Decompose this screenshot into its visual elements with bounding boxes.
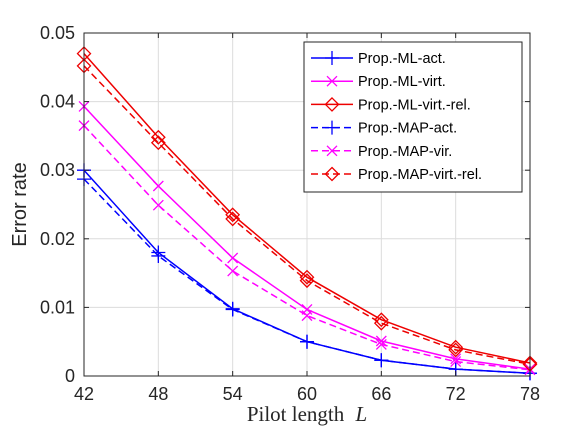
data-point bbox=[227, 252, 239, 264]
tick-labels: 42 48 54 60 66 72 78 0 0.01 0.02 0.03 0.04 0.05 bbox=[40, 23, 540, 404]
data-point bbox=[375, 335, 387, 347]
data-point bbox=[448, 342, 464, 358]
legend-swatch-marker bbox=[324, 166, 340, 182]
legend-swatch-marker bbox=[325, 120, 339, 135]
legend-swatch-marker bbox=[326, 75, 338, 87]
legend-swatch-marker bbox=[324, 96, 340, 112]
legend: Prop.-ML-act. Prop.-ML-virt. Prop.-ML-virt… bbox=[303, 41, 523, 193]
y-tick-label: 0.01 bbox=[40, 297, 75, 317]
axis-ticks bbox=[83, 32, 531, 377]
x-axis-label-text: Pilot length bbox=[247, 402, 345, 426]
legend-entry: Prop.-MAP-act. bbox=[311, 120, 457, 137]
data-point bbox=[448, 339, 464, 355]
data-point bbox=[150, 135, 166, 151]
data-point bbox=[373, 315, 389, 331]
series-5 bbox=[76, 58, 538, 372]
data-point bbox=[152, 199, 164, 211]
data-point bbox=[375, 338, 387, 350]
series-line bbox=[83, 65, 531, 366]
data-point bbox=[299, 273, 315, 289]
legend-label: Prop.-ML-virt.-rel. bbox=[358, 97, 471, 113]
series-layer bbox=[76, 46, 538, 381]
data-point bbox=[227, 265, 239, 277]
data-point bbox=[300, 334, 314, 349]
x-tick-label: 54 bbox=[223, 384, 243, 404]
data-point bbox=[301, 310, 313, 322]
legend-label: Prop.-MAP-virt.-rel. bbox=[358, 167, 482, 183]
x-axis-label-variable: L bbox=[355, 402, 368, 426]
legend-entry: Prop.-ML-virt.-rel. bbox=[311, 96, 471, 113]
legend-entry: Prop.-MAP-vir. bbox=[311, 144, 452, 160]
x-axis-label: Pilot length L bbox=[247, 402, 367, 426]
x-tick-label: 48 bbox=[148, 384, 168, 404]
legend-swatch-marker bbox=[326, 145, 338, 157]
y-tick-label: 0.03 bbox=[40, 160, 75, 180]
legend-entry: Prop.-MAP-virt.-rel. bbox=[311, 166, 482, 183]
data-point bbox=[150, 129, 166, 145]
x-tick-label: 66 bbox=[371, 384, 391, 404]
data-point bbox=[152, 180, 164, 192]
y-tick-label: 0.02 bbox=[40, 229, 75, 249]
series-line bbox=[83, 53, 531, 364]
data-point bbox=[374, 353, 389, 368]
data-point bbox=[225, 211, 241, 227]
legend-swatch-marker bbox=[325, 51, 339, 65]
x-tick-label: 60 bbox=[297, 384, 317, 404]
legend-label: Prop.-ML-virt. bbox=[358, 74, 446, 90]
data-point bbox=[299, 269, 315, 285]
data-point bbox=[373, 312, 389, 328]
legend-entry: Prop.-ML-act. bbox=[311, 51, 446, 67]
data-point bbox=[225, 207, 241, 223]
y-axis-label: Error rate bbox=[9, 162, 31, 246]
legend-entry: Prop.-ML-virt. bbox=[311, 74, 446, 90]
data-point bbox=[450, 356, 462, 368]
y-tick-label: 0 bbox=[65, 366, 75, 386]
y-tick-label: 0.04 bbox=[40, 92, 75, 112]
legend-box bbox=[303, 41, 523, 193]
legend-label: Prop.-ML-act. bbox=[358, 51, 446, 67]
data-point bbox=[151, 248, 166, 263]
x-tick-label: 78 bbox=[520, 384, 540, 404]
legend-label: Prop.-MAP-vir. bbox=[358, 144, 452, 160]
legend-label: Prop.-MAP-act. bbox=[358, 121, 457, 137]
y-tick-label: 0.05 bbox=[40, 23, 75, 43]
data-point bbox=[225, 302, 240, 317]
x-tick-label: 42 bbox=[74, 384, 94, 404]
x-tick-label: 72 bbox=[446, 384, 466, 404]
